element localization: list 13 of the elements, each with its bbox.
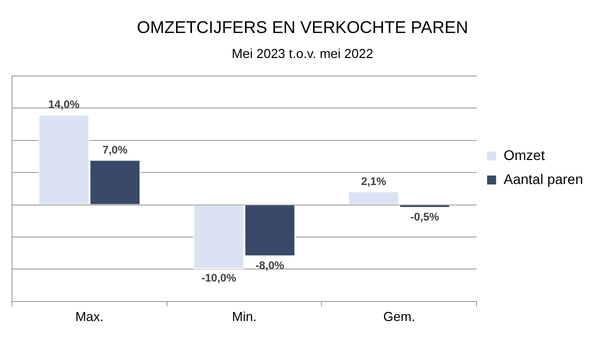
x-tick-label: Gem. bbox=[383, 308, 416, 324]
data-label: -0,5% bbox=[410, 212, 440, 224]
legend-label: Aantal paren bbox=[504, 170, 584, 187]
x-tick-label: Min. bbox=[232, 308, 257, 324]
data-label: -8,0% bbox=[255, 260, 284, 272]
data-label: 14,0% bbox=[48, 99, 80, 112]
legend-label: Omzet bbox=[504, 146, 545, 163]
data-label: -10,0% bbox=[201, 272, 236, 285]
data-label: 2,1% bbox=[361, 176, 386, 188]
data-label: 7,0% bbox=[102, 144, 128, 156]
chart-title: OMZETCIJFERS EN VERKOCHTE PAREN bbox=[136, 18, 468, 37]
x-tick-label: Max. bbox=[75, 308, 104, 324]
chart-subtitle: Mei 2023 t.o.v. mei 2022 bbox=[232, 46, 374, 61]
